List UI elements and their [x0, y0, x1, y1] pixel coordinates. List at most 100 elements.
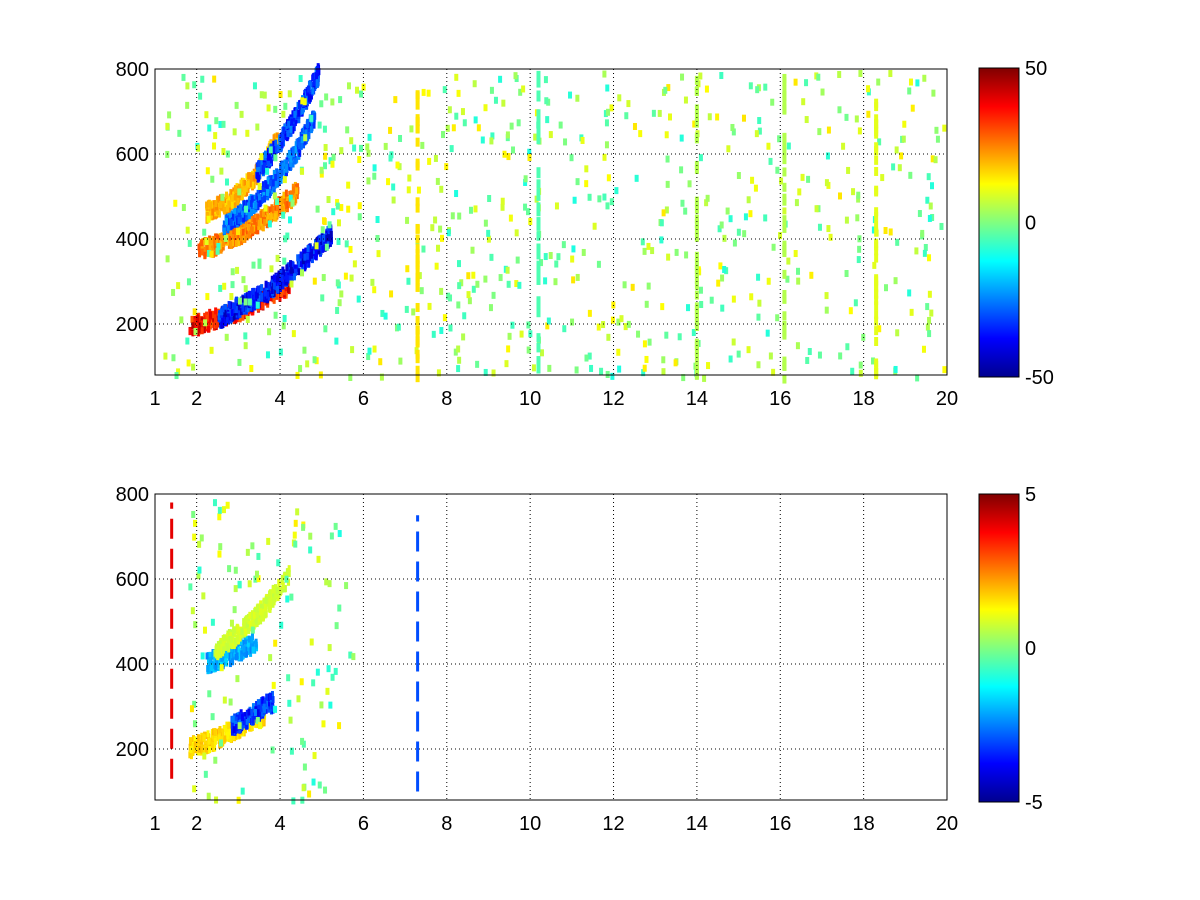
heatmap-cell	[245, 213, 249, 221]
heatmap-cell	[254, 617, 258, 625]
heatmap-cell	[165, 122, 170, 130]
heatmap-cell	[250, 626, 255, 634]
heatmap-cell	[807, 348, 812, 356]
heatmap-cell	[320, 294, 325, 302]
heatmap-cell	[292, 531, 297, 539]
heatmap-cell	[336, 219, 341, 227]
heatmap-cell	[877, 325, 882, 333]
heatmap-cell	[272, 289, 276, 297]
heatmap-cell	[720, 304, 725, 312]
heatmap-cell	[216, 195, 220, 203]
heatmap-cell	[210, 663, 214, 671]
heatmap-cell	[272, 134, 276, 142]
heatmap-band-cell	[694, 86, 699, 96]
heatmap-cell	[223, 309, 227, 317]
heatmap-cell	[234, 723, 238, 731]
heatmap-cell	[234, 240, 238, 248]
heatmap-cell	[264, 295, 268, 303]
heatmap-cell	[434, 262, 439, 270]
heatmap-cell	[323, 325, 328, 333]
heatmap-band-cell	[694, 321, 699, 331]
heatmap-cell	[445, 124, 450, 132]
heatmap-cell	[276, 171, 280, 179]
heatmap-cell	[736, 228, 741, 236]
heatmap-cell	[196, 572, 201, 580]
heatmap-cell	[438, 225, 443, 233]
heatmap-cell	[255, 301, 260, 309]
heatmap-cell	[324, 243, 329, 251]
heatmap-cell	[202, 228, 207, 236]
heatmap-cell	[239, 179, 243, 187]
heatmap-cell	[389, 290, 394, 298]
heatmap-cell	[661, 356, 666, 364]
heatmap-cell	[232, 313, 236, 321]
heatmap-cell	[245, 548, 250, 556]
heatmap-cell	[856, 256, 861, 264]
plot-area-frame	[154, 493, 948, 801]
heatmap-cell	[250, 542, 255, 550]
heatmap-cell	[176, 282, 181, 290]
heatmap-cell	[466, 272, 471, 280]
heatmap-cell	[286, 285, 290, 293]
heatmap-cell	[254, 570, 259, 578]
heatmap-cell	[211, 311, 215, 319]
heatmap-cell	[224, 651, 228, 659]
heatmap-cell	[476, 124, 481, 132]
heatmap-cell	[786, 257, 791, 265]
heatmap-cell	[486, 235, 491, 243]
heatmap-cell	[228, 727, 232, 735]
heatmap-cell	[441, 131, 446, 139]
heatmap-cell	[605, 202, 610, 210]
heatmap-cell	[225, 643, 229, 651]
heatmap-cell	[596, 260, 601, 268]
heatmap-cell	[404, 305, 409, 313]
heatmap-cell	[257, 295, 261, 303]
heatmap-cell	[910, 104, 915, 112]
heatmap-cell	[284, 189, 288, 197]
heatmap-cell	[201, 592, 206, 600]
heatmap-cell	[238, 212, 242, 220]
heatmap-cell	[282, 191, 286, 199]
heatmap-cell	[853, 299, 858, 307]
heatmap-cell	[216, 660, 220, 668]
heatmap-cell	[235, 652, 239, 660]
heatmap-cell	[192, 700, 197, 708]
heatmap-cell	[236, 212, 240, 220]
heatmap-cell	[315, 668, 320, 676]
heatmap-cell	[871, 357, 876, 365]
heatmap-cell	[259, 612, 263, 620]
heatmap-cell	[305, 96, 309, 104]
heatmap-cell	[276, 285, 280, 293]
heatmap-cell	[568, 91, 573, 99]
heatmap-cell	[824, 306, 829, 314]
heatmap-cell	[264, 181, 268, 189]
heatmap-cell	[265, 291, 269, 299]
heatmap-cell	[200, 75, 205, 83]
heatmap-cell	[271, 206, 275, 214]
heatmap-cell	[231, 234, 235, 242]
heatmap-cell	[208, 237, 212, 245]
heatmap-cell	[388, 154, 393, 162]
x-tick-label: 14	[686, 813, 708, 835]
x-tick-label: 1	[149, 388, 160, 410]
heatmap-cell	[333, 667, 338, 675]
heatmap-cell	[449, 145, 454, 153]
heatmap-cell	[526, 346, 531, 354]
heatmap-band-cell	[874, 367, 879, 377]
heatmap-cell	[327, 221, 332, 229]
heatmap-cell	[241, 276, 246, 284]
heatmap-cell	[249, 208, 253, 216]
heatmap-cell	[218, 284, 223, 292]
heatmap-cell	[757, 117, 762, 125]
heatmap-cell	[241, 313, 245, 321]
heatmap-cell	[226, 218, 230, 226]
heatmap-cell	[641, 369, 646, 377]
heatmap-cell	[521, 85, 526, 93]
heatmap-cell	[793, 78, 798, 86]
heatmap-cell	[268, 175, 272, 183]
heatmap-cell	[255, 717, 260, 725]
heatmap-cell	[252, 611, 256, 619]
heatmap-band-cell	[415, 90, 420, 100]
heatmap-cell	[254, 202, 258, 210]
heatmap-cell	[311, 778, 316, 786]
